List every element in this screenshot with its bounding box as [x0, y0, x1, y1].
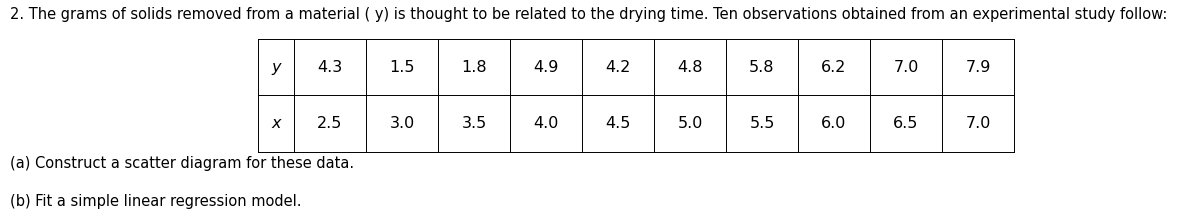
Text: 2.5: 2.5	[317, 116, 343, 131]
Text: 6.0: 6.0	[821, 116, 847, 131]
Text: 4.5: 4.5	[605, 116, 631, 131]
Text: 7.0: 7.0	[893, 60, 919, 75]
Text: 4.2: 4.2	[605, 60, 631, 75]
Text: 4.8: 4.8	[677, 60, 703, 75]
Text: 6.2: 6.2	[821, 60, 847, 75]
Text: 7.9: 7.9	[965, 60, 991, 75]
Text: 3.5: 3.5	[461, 116, 487, 131]
Text: x: x	[271, 116, 281, 131]
Text: 4.0: 4.0	[533, 116, 559, 131]
Text: 5.0: 5.0	[677, 116, 703, 131]
Text: 6.5: 6.5	[893, 116, 919, 131]
Text: 4.9: 4.9	[533, 60, 559, 75]
Text: 1.5: 1.5	[389, 60, 415, 75]
Text: 1.8: 1.8	[461, 60, 487, 75]
Text: 4.3: 4.3	[317, 60, 343, 75]
Text: (a) Construct a scatter diagram for these data.: (a) Construct a scatter diagram for thes…	[10, 156, 354, 171]
Text: y: y	[271, 60, 281, 75]
Text: 5.8: 5.8	[749, 60, 775, 75]
Text: 2. The grams of solids removed from a material ( y) is thought to be related to : 2. The grams of solids removed from a ma…	[10, 7, 1166, 21]
Text: 3.0: 3.0	[389, 116, 415, 131]
Text: (b) Fit a simple linear regression model.: (b) Fit a simple linear regression model…	[10, 194, 301, 209]
Text: 7.0: 7.0	[965, 116, 991, 131]
Text: 5.5: 5.5	[749, 116, 775, 131]
